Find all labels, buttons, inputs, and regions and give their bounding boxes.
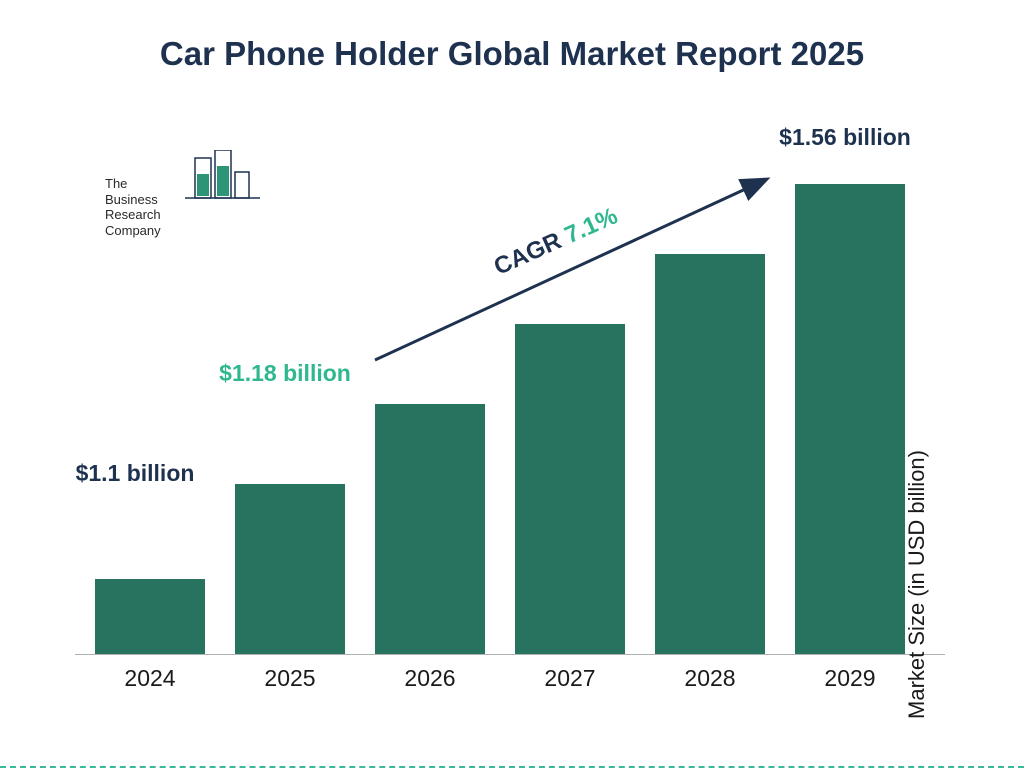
chart-bar (795, 184, 905, 654)
x-axis-label: 2024 (95, 665, 205, 692)
x-axis-label: 2025 (235, 665, 345, 692)
chart-bar (235, 484, 345, 654)
bar-value-label: $1.1 billion (65, 460, 205, 488)
chart-bar (375, 404, 485, 654)
bar-chart: 202420252026202720282029 $1.1 billion$1.… (75, 150, 925, 710)
chart-title: Car Phone Holder Global Market Report 20… (0, 35, 1024, 73)
chart-bar (515, 324, 625, 654)
x-axis-label: 2029 (795, 665, 905, 692)
chart-bar (95, 579, 205, 654)
bar-value-label: $1.56 billion (775, 124, 915, 152)
y-axis-label: Market Size (in USD billion) (904, 450, 930, 719)
x-axis-label: 2028 (655, 665, 765, 692)
x-axis-label: 2027 (515, 665, 625, 692)
bar-value-label: $1.18 billion (215, 360, 355, 388)
chart-baseline (75, 654, 945, 655)
chart-bar (655, 254, 765, 654)
cagr-label: CAGR 7.1% (490, 202, 622, 281)
x-axis-label: 2026 (375, 665, 485, 692)
